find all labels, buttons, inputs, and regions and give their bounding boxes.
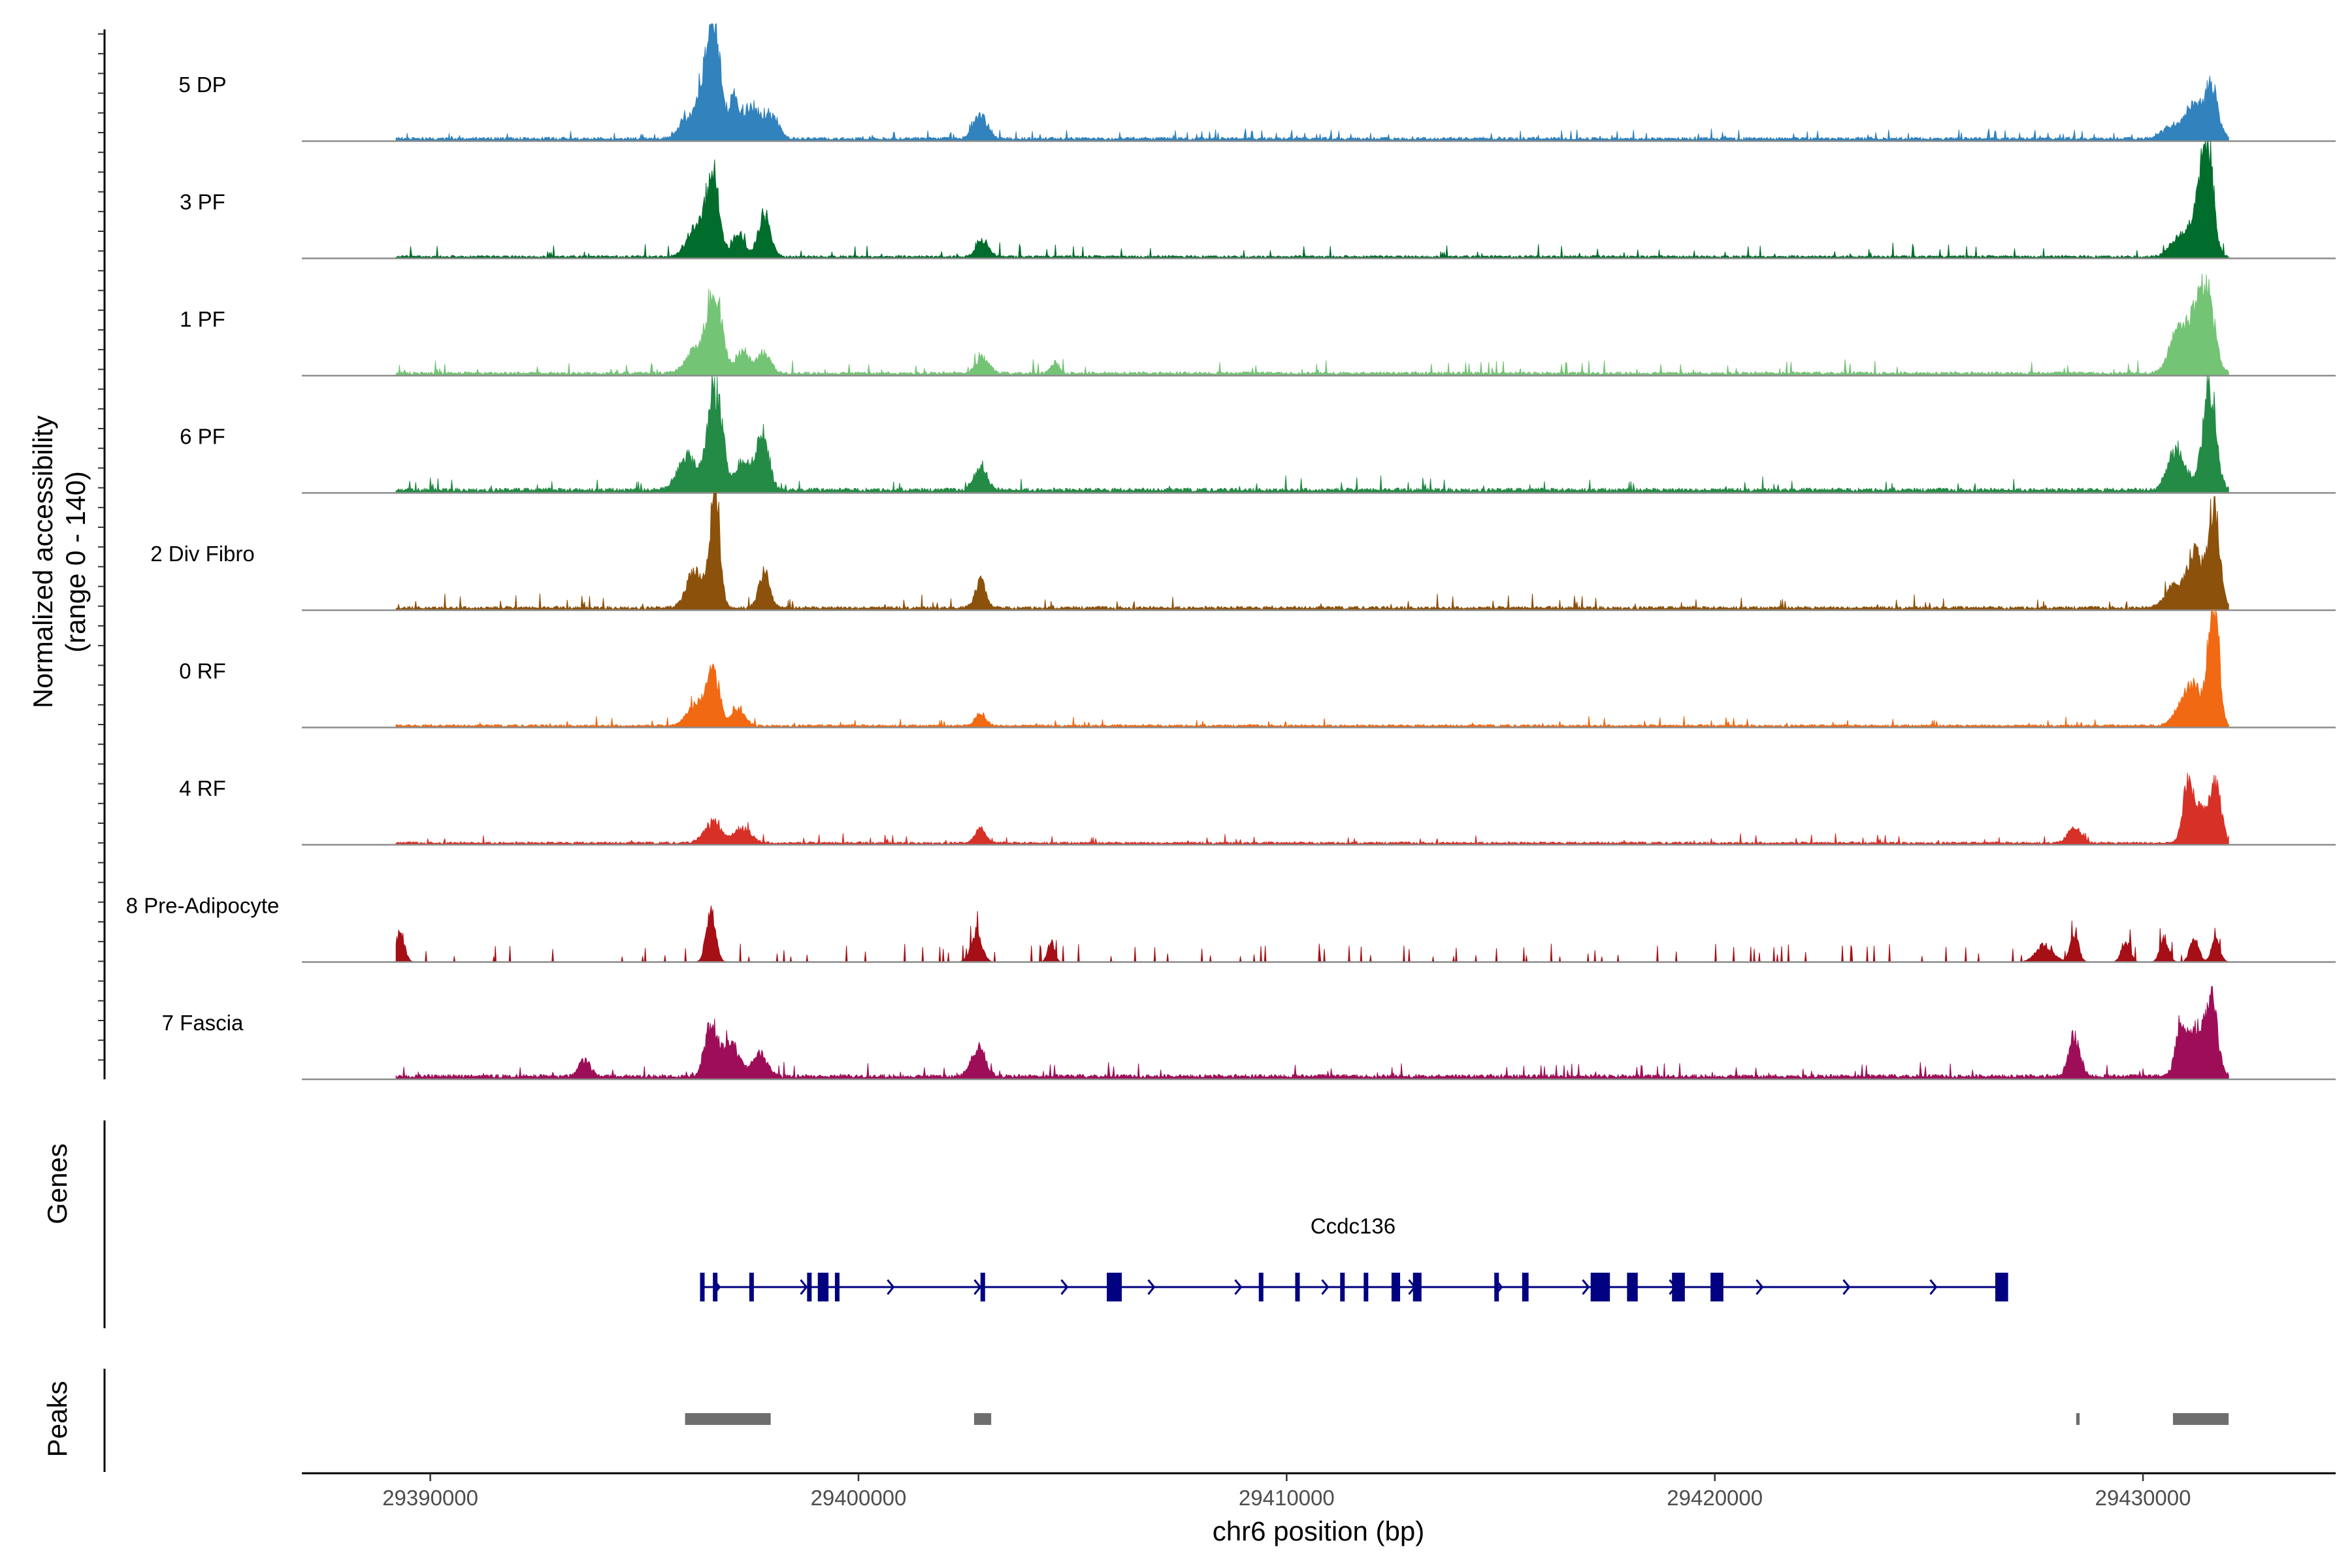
genes-panel-title: Genes [42,1143,73,1224]
x-tick-label: 29410000 [1239,1486,1335,1510]
track-label: 1 PF [180,307,225,331]
exon [1590,1273,1610,1301]
strand-arrow [1321,1279,1330,1295]
peaks-panel-title: Peaks [42,1381,73,1458]
coverage-area [395,986,2229,1080]
x-tick-label: 29420000 [1667,1486,1763,1510]
track-4: 6 PF [180,375,2336,494]
y-axis-title-line1: Normalized accessibility [27,416,58,708]
exon [1710,1273,1723,1301]
exon [817,1273,829,1301]
gene-annotation: Ccdc136 [700,1214,2008,1301]
coverage-tracks: 5 DP 3 PF 1 PF 6 PF 2 Div Fibro 0 RF 4 RF 8 Pre… [126,24,2336,1081]
peak-region [2172,1413,2229,1425]
exon [700,1273,705,1301]
x-axis: 29390000 29400000 29410000 29420000 29430000 [302,1472,2336,1510]
track-label: 0 RF [179,659,226,683]
track-5: 2 Div Fibro [150,493,2336,612]
exon [1107,1273,1122,1301]
y-axis-title: Normalized accessibility (range 0 - 140) [27,416,91,708]
left-axes [98,29,106,1472]
gene-label: Ccdc136 [1311,1214,1396,1238]
exon [1340,1273,1345,1301]
x-tick-label: 29430000 [2095,1486,2191,1510]
strand-arrow [1756,1279,1764,1295]
strand-arrow [1147,1279,1156,1295]
track-label: 5 DP [178,73,226,97]
peaks-track [685,1413,2229,1425]
exon [1995,1273,2008,1301]
track-label: 7 Fascia [162,1011,244,1035]
coverage-area [395,772,2229,845]
coverage-area [395,273,2229,376]
exon [980,1273,985,1301]
track-6: 0 RF [179,610,2336,728]
coverage-area [395,24,2229,142]
strand-arrow [973,1279,982,1295]
coverage-area [395,375,2229,493]
strand-arrow [1060,1279,1069,1295]
exon [1627,1273,1638,1301]
strand-arrow [1929,1279,1938,1295]
track-8: 8 Pre-Adipocyte [126,894,2336,963]
track-label: 2 Div Fibro [150,542,255,566]
exon [834,1273,840,1301]
exon [1494,1273,1499,1301]
strand-arrow [1234,1279,1243,1295]
track-label: 3 PF [180,190,225,214]
exon [1522,1273,1529,1301]
track-2: 3 PF [180,140,2336,259]
exon [1672,1273,1685,1301]
exon [749,1273,754,1301]
track-9: 7 Fascia [162,986,2336,1081]
exon [1391,1273,1401,1301]
exon [1295,1273,1300,1301]
track-3: 1 PF [180,273,2336,377]
strand-arrow [887,1279,895,1295]
coverage-area [395,610,2229,728]
peak-region [685,1413,771,1425]
exon [807,1273,812,1301]
strand-arrow [1582,1279,1590,1295]
exon [713,1273,718,1301]
y-axis-title-line2: (range 0 - 140) [60,471,91,653]
track-7: 4 RF [179,772,2336,846]
exon [1413,1273,1422,1301]
gene-Ccdc136: Ccdc136 [700,1214,2008,1301]
coverage-area [395,493,2229,611]
coverage-area [395,140,2229,259]
peak-region [973,1413,992,1425]
strand-arrow [1842,1279,1851,1295]
peak-region [2076,1413,2080,1425]
track-label: 4 RF [179,776,226,800]
track-label: 8 Pre-Adipocyte [126,894,280,918]
exon [1258,1273,1264,1301]
exon [1364,1273,1369,1301]
x-tick-label: 29390000 [382,1486,478,1510]
x-tick-label: 29400000 [811,1486,907,1510]
track-1: 5 DP [178,24,2336,142]
track-label: 6 PF [180,425,225,449]
strand-arrow [800,1279,808,1295]
x-axis-title: chr6 position (bp) [1213,1516,1425,1546]
